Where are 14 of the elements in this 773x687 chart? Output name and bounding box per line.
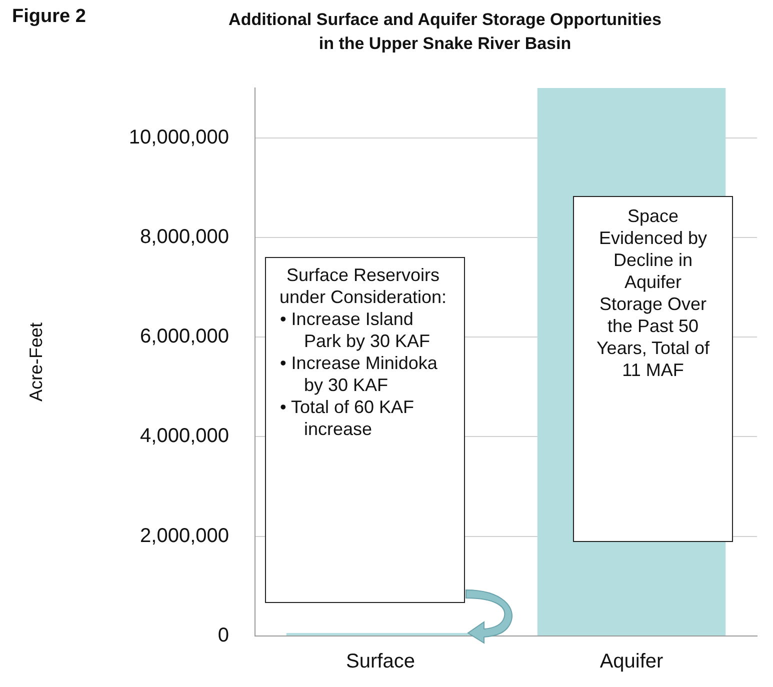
chart-title: Additional Surface and Aquifer Storage Opportunities in the Upper Snake River Basin — [228, 9, 662, 55]
y-tick-label: 8,000,000 — [140, 226, 229, 248]
caption: Figure 2 — [12, 6, 86, 28]
y-tick-label: 10,000,000 — [128, 126, 229, 148]
note-box: Surface Reservoirs under Consideration: • Increase Island Park by 30 KAF • Increase Minidoka by 30 KAF • Total of 60 KAF increase — [265, 257, 465, 603]
y-axis-title: Acre-Feet — [26, 322, 46, 402]
y-tick-label: 4,000,000 — [140, 425, 229, 448]
y-tick-label: 6,000,000 — [140, 326, 229, 348]
y-tick-label: 2,000,000 — [140, 524, 229, 547]
x-tick-label: Surface — [346, 650, 415, 673]
y-tick-label: 0 — [218, 624, 229, 647]
note-box: Space Evidenced by Decline in Aquifer Storage Over the Past 50 Years, Total of 11 MAF — [573, 196, 733, 542]
annotation: Surface Reservoirs under Consideration: • Increase Island Park by 30 KAF • Increase Minidoka by 30 KAF • Total of 60 KAF increase — [278, 264, 448, 440]
x-tick-label: Aquifer — [600, 650, 664, 673]
